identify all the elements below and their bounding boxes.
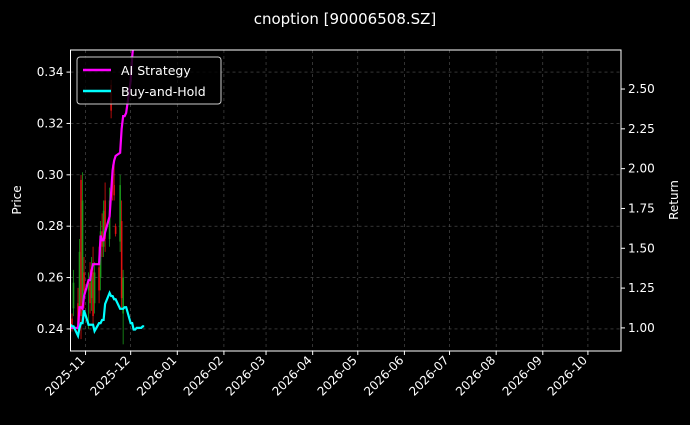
y-tick-label-right: 1.25 bbox=[628, 281, 655, 295]
legend-label-ai-strategy: AI Strategy bbox=[121, 63, 191, 78]
y-tick-label-left: 0.24 bbox=[37, 322, 64, 336]
y-tick-label-right: 2.25 bbox=[628, 122, 655, 136]
y-tick-label-right: 1.50 bbox=[628, 241, 655, 255]
x-tick-label: 2026-04 bbox=[269, 353, 314, 398]
candle-body bbox=[87, 282, 90, 291]
y-axis-right: 1.00 1.25 1.50 1.75 2.00 2.25 2.50 bbox=[621, 82, 655, 335]
y-axis-left: 0.24 0.26 0.28 0.30 0.32 0.34 bbox=[37, 65, 71, 336]
y-tick-label-right: 1.75 bbox=[628, 201, 655, 215]
x-tick-label: 2026-05 bbox=[315, 353, 360, 398]
candle-body bbox=[104, 200, 106, 240]
y-tick-label-left: 0.34 bbox=[37, 65, 64, 79]
y-tick-label-left: 0.26 bbox=[37, 271, 64, 285]
x-tick-label: 2026-07 bbox=[406, 353, 451, 398]
x-tick-label: 2026-10 bbox=[545, 353, 590, 398]
candle-body bbox=[78, 251, 81, 314]
candle-body bbox=[89, 282, 91, 304]
x-tick-label: 2025-11 bbox=[42, 353, 87, 398]
y-tick-label-right: 1.00 bbox=[628, 321, 655, 335]
x-tick-label: 2026-06 bbox=[361, 353, 406, 398]
candle-body bbox=[98, 267, 100, 291]
legend-box bbox=[76, 56, 222, 105]
candle-body bbox=[81, 200, 84, 304]
candle-body bbox=[92, 272, 94, 317]
y-tick-label-left: 0.32 bbox=[37, 116, 64, 130]
series-line-buy-and-hold bbox=[70, 290, 145, 340]
y-tick-label-left: 0.28 bbox=[37, 219, 64, 233]
candle-body bbox=[90, 272, 93, 299]
candles bbox=[71, 79, 124, 345]
y-tick-label-right: 2.00 bbox=[628, 162, 655, 176]
candle-body bbox=[102, 210, 105, 247]
candle-body bbox=[113, 185, 115, 196]
x-tick-label: 2026-09 bbox=[500, 353, 545, 398]
candle-body bbox=[119, 185, 121, 242]
series-lines bbox=[70, 50, 145, 340]
candle-body bbox=[71, 318, 73, 327]
candle-body bbox=[72, 282, 75, 309]
grid bbox=[70, 50, 621, 351]
x-tick-label: 2026-01 bbox=[134, 353, 179, 398]
x-tick-label: 2026-03 bbox=[223, 353, 268, 398]
candle-body bbox=[114, 226, 117, 234]
x-tick-label: 2026-08 bbox=[453, 353, 498, 398]
candle-body bbox=[80, 179, 82, 317]
y-axis-left-label: Price bbox=[10, 185, 24, 214]
x-tick-label: 2025-12 bbox=[87, 353, 132, 398]
x-tick-label: 2026-02 bbox=[181, 353, 226, 398]
y-axis-right-label: Return bbox=[667, 180, 681, 220]
candle-body bbox=[122, 277, 124, 314]
legend: AI Strategy Buy-and-Hold bbox=[76, 56, 222, 105]
series-line-ai-strategy bbox=[70, 50, 134, 330]
y-tick-label-left: 0.30 bbox=[37, 168, 64, 182]
chart-title: cnoption [90006508.SZ] bbox=[254, 10, 437, 28]
candle-body bbox=[93, 272, 96, 304]
plot-frame bbox=[70, 49, 622, 352]
candle-body bbox=[120, 221, 123, 299]
y-tick-label-right: 2.50 bbox=[628, 82, 655, 96]
legend-label-buy-and-hold: Buy-and-Hold bbox=[121, 84, 206, 99]
candle-body bbox=[83, 272, 85, 291]
